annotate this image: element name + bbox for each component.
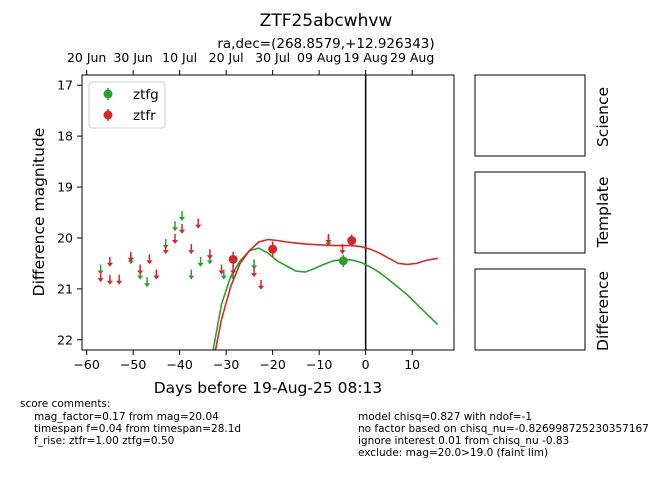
x-tick-label: −50 <box>120 357 146 372</box>
model-comment-3: ignore interest 0.01 from chisq_nu -0.83 <box>358 435 570 447</box>
ztfg-detection <box>338 256 348 266</box>
y-tick-label: 20 <box>57 230 73 245</box>
y-tick-label: 19 <box>57 180 73 195</box>
ztfr-upper-limit-arrow <box>127 257 134 262</box>
top-tick-label: 10 Jul <box>162 50 197 65</box>
ztfg-upper-limit-arrow <box>172 227 178 232</box>
y-axis: 17 18 19 20 21 22 <box>57 78 82 347</box>
ztfg-upper-limit-arrow <box>206 260 213 265</box>
ztfr-upper-limit-arrow <box>116 280 123 285</box>
ztfr-upper-limit-arrow <box>325 239 332 244</box>
x-axis-label: Days before 19-Aug-25 08:13 <box>154 379 383 397</box>
x-tick-label: 10 <box>404 357 420 372</box>
legend-ztfr-marker <box>103 110 113 120</box>
template-panel <box>474 171 586 254</box>
ztfr-upper-limit-arrow <box>251 273 258 278</box>
ztfr-upper-limit-arrow <box>162 250 169 255</box>
score-comment-2: timespan f=0.04 from timespan=28.1d <box>34 423 242 435</box>
top-tick-label: 29 Aug <box>390 50 434 65</box>
chart-title: ZTF25abcwhvw <box>260 11 393 31</box>
ztfr-upper-limit-arrow <box>178 229 185 234</box>
template-panel-label: Template <box>594 177 612 249</box>
score-comments-header: score comments: <box>20 398 111 410</box>
top-tick-label: 20 Jun <box>67 50 106 65</box>
x-tick-label: −60 <box>73 357 99 372</box>
ztfg-upper-limit-arrow <box>220 275 227 280</box>
ztfr-model-curve <box>214 238 438 350</box>
ztfr-detection <box>228 254 238 264</box>
model-comment-2: no factor based on chisq_nu=-0.826998725… <box>358 423 649 435</box>
ztfr-upper-limit-arrow <box>188 250 195 255</box>
x-axis: −60 −50 −40 −30 −20 −10 0 10 <box>73 350 420 372</box>
ztfg-upper-limit-arrow <box>144 283 151 288</box>
score-comment-3: f_rise: ztfr=1.00 ztfg=0.50 <box>34 435 175 447</box>
ztfr-upper-limit-arrow <box>206 255 213 260</box>
x-tick-label: 0 <box>362 357 370 372</box>
top-tick-label: 20 Jul <box>209 50 244 65</box>
ztfr-upper-limit-arrow <box>258 285 265 290</box>
model-comment-4: exclude: mag=20.0>19.0 (faint lim) <box>358 447 549 459</box>
ztfg-upper-limit-arrow <box>188 275 195 280</box>
top-date-axis: 20 Jun 30 Jun 10 Jul 20 Jul 30 Jul 09 Aug 19 A… <box>67 50 434 75</box>
score-comment-1: mag_factor=0.17 from mag=20.04 <box>34 411 219 423</box>
top-tick-label: 30 Jul <box>255 50 290 65</box>
plot-frame <box>81 74 455 351</box>
legend: ztfg ztfr <box>88 81 166 129</box>
ztfr-detection <box>347 236 357 246</box>
ztfg-upper-limit-arrow <box>197 262 204 267</box>
legend-ztfr-label: ztfr <box>133 108 156 124</box>
y-tick-label: 18 <box>57 129 73 144</box>
ztfr-upper-limit-arrow <box>153 275 160 280</box>
y-axis-label: Difference magnitude <box>30 128 48 297</box>
ztfg-upper-limit-arrow <box>127 260 134 265</box>
legend-ztfg-label: ztfg <box>133 87 159 103</box>
ztfr-upper-limit-arrow <box>106 262 113 267</box>
ztfr-upper-limit-arrow <box>218 270 225 275</box>
top-tick-label: 30 Jun <box>113 50 152 65</box>
y-tick-label: 17 <box>57 78 73 93</box>
ztfr-upper-limit-arrow <box>230 270 237 275</box>
ztfg-upper-limit-arrow <box>178 217 185 222</box>
ztfg-upper-limit-arrow <box>325 242 332 247</box>
chart-subtitle: ra,dec=(268.8579,+12.926343) <box>217 36 434 52</box>
ztfr-detection <box>268 244 278 254</box>
difference-panel-label: Difference <box>594 271 612 351</box>
difference-panel <box>474 268 586 351</box>
ztfr-upper-limit-arrow <box>137 270 144 275</box>
top-tick-label: 09 Aug <box>297 50 341 65</box>
legend-ztfg-marker <box>103 89 113 99</box>
ztfr-upper-limit-arrow <box>195 224 202 229</box>
top-tick-label: 19 Aug <box>344 50 388 65</box>
y-tick-label: 21 <box>57 281 73 296</box>
ztfr-upper-limit-arrow <box>339 250 346 255</box>
x-tick-label: −20 <box>259 357 285 372</box>
ztfr-upper-limit-arrow <box>97 278 104 283</box>
y-tick-label: 22 <box>57 332 73 347</box>
ztfr-upper-limit-arrow <box>146 260 153 265</box>
ztfg-upper-limit-arrow <box>137 275 144 280</box>
x-tick-label: −10 <box>306 357 332 372</box>
ztfr-upper-limit-arrow <box>172 239 178 244</box>
science-panel-label: Science <box>594 87 612 147</box>
plot-area <box>97 75 439 350</box>
science-panel <box>474 74 586 157</box>
x-tick-label: −40 <box>166 357 192 372</box>
x-tick-label: −30 <box>213 357 239 372</box>
ztfr-upper-limit-arrow <box>106 280 113 285</box>
model-comment-1: model chisq=0.827 with ndof=-1 <box>358 411 533 423</box>
